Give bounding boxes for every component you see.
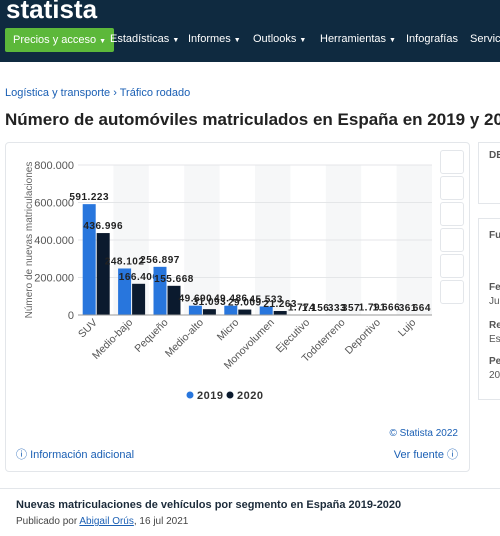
- icon-button[interactable]: [440, 150, 464, 174]
- data-label: 664: [413, 303, 431, 314]
- x-tick-label: SUV: [76, 317, 100, 341]
- side-text: Re: [489, 320, 500, 331]
- side-text: Fu: [489, 230, 500, 241]
- icon-button[interactable]: [440, 280, 464, 304]
- y-tick-label: 800.000: [34, 160, 74, 172]
- date: , 16 jul 2021: [134, 516, 189, 527]
- nav-item[interactable]: Servic: [470, 33, 500, 45]
- data-label: 591.223: [69, 192, 109, 203]
- bar: [97, 233, 110, 315]
- icon-button[interactable]: [440, 176, 464, 200]
- bar: [203, 309, 216, 315]
- author-link[interactable]: Abigail Orús: [79, 516, 133, 527]
- icon-button[interactable]: [440, 254, 464, 278]
- source-label: Ver fuente: [394, 449, 444, 461]
- data-label: 436.996: [83, 221, 123, 232]
- info-link[interactable]: ⓘ Información adicional: [16, 446, 134, 462]
- side-text: 20: [489, 370, 500, 381]
- related-title[interactable]: Nuevas matriculaciones de vehículos por …: [16, 499, 401, 511]
- bar: [238, 310, 251, 315]
- data-label: 248.102: [105, 256, 145, 267]
- y-tick-label: 400.000: [34, 235, 74, 247]
- info-label: Información adicional: [30, 449, 134, 461]
- related-box: [0, 488, 500, 536]
- data-label: 1.666: [373, 303, 401, 314]
- data-label: 256.897: [140, 255, 180, 266]
- y-tick-label: 200.000: [34, 273, 74, 285]
- legend-label: 2019: [197, 390, 223, 402]
- copyright[interactable]: © Statista 2022: [389, 428, 458, 439]
- legend-label: 2020: [237, 390, 263, 402]
- x-tick-label: Medio-alto: [163, 317, 206, 360]
- side-text: Pe: [489, 356, 500, 367]
- x-tick-label: Micro: [215, 317, 242, 344]
- data-label: 155.668: [154, 274, 194, 285]
- y-tick-label: 0: [68, 310, 74, 322]
- byline: Publicado por Abigail Orús, 16 jul 2021: [16, 516, 188, 527]
- side-text: DE: [489, 150, 500, 161]
- x-tick-label: Lujo: [396, 317, 419, 340]
- y-axis-title: Número de nuevas matriculaciones: [24, 162, 35, 319]
- side-text: Jul: [489, 296, 500, 307]
- bar: [274, 311, 287, 315]
- legend-marker: [187, 392, 194, 399]
- source-link[interactable]: Ver fuente ⓘ: [394, 446, 458, 462]
- bar: [132, 284, 145, 315]
- side-text: Es: [489, 334, 500, 345]
- byline-text: Publicado por: [16, 516, 77, 527]
- legend-marker: [227, 392, 234, 399]
- icon-button[interactable]: [440, 228, 464, 252]
- nav-label: Servic: [470, 33, 500, 45]
- data-label: 166.406: [119, 272, 159, 283]
- icon-button[interactable]: [440, 202, 464, 226]
- data-label: 357: [342, 303, 360, 314]
- data-label: 1.156: [302, 303, 330, 314]
- x-tick-label: Deportivo: [343, 317, 383, 357]
- y-tick-label: 600.000: [34, 198, 74, 210]
- side-text: Fe: [489, 282, 500, 293]
